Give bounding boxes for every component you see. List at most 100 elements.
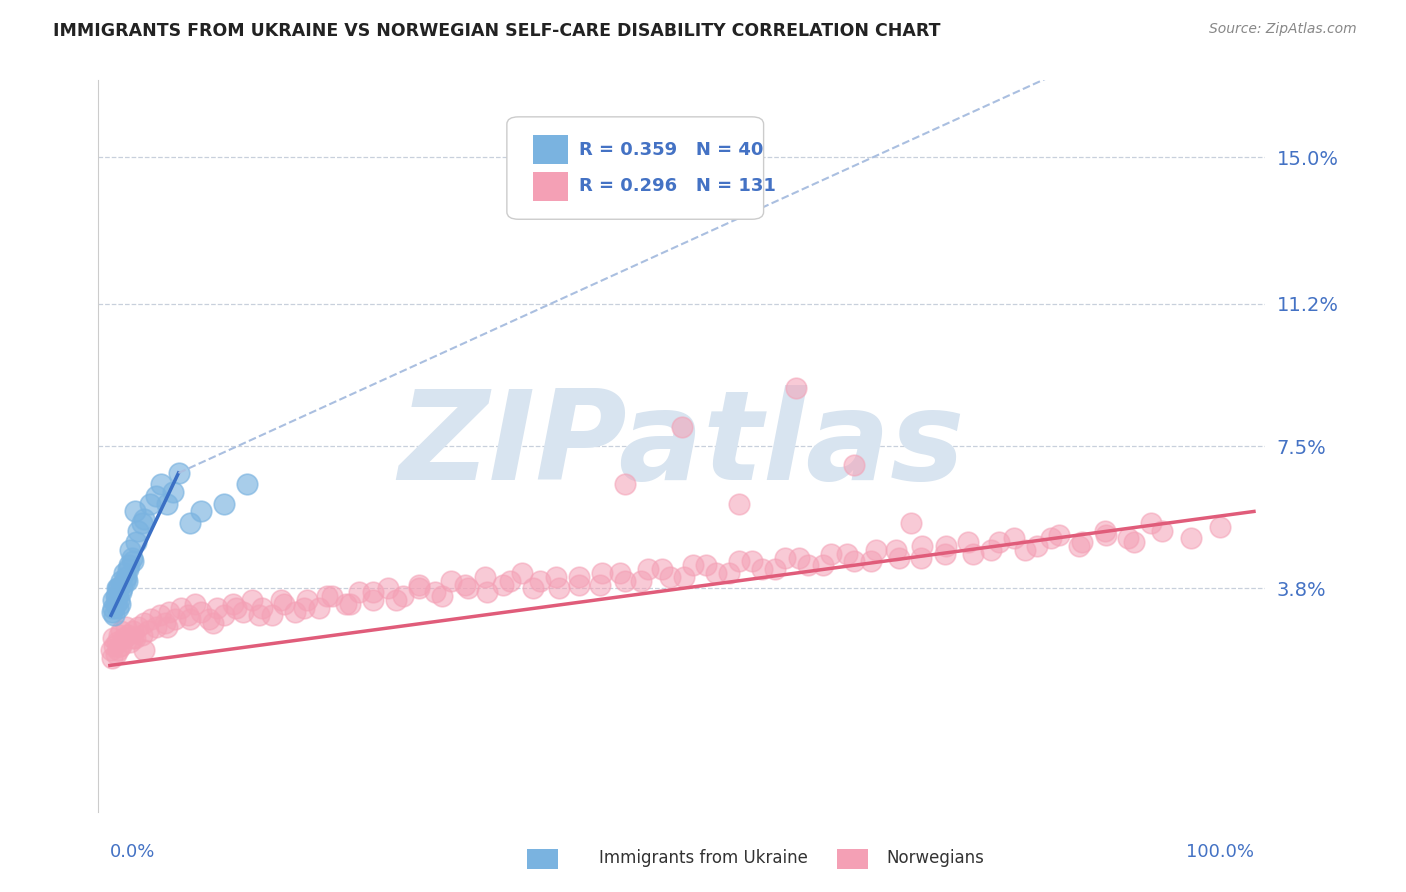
Point (162, 485, 184, 500)
Point (859, 554, 882, 568)
Point (785, 381, 807, 395)
Point (1180, 532, 1202, 546)
Point (934, 547, 956, 561)
Point (1152, 524, 1174, 538)
Point (149, 608, 172, 623)
Point (207, 600, 229, 615)
Point (262, 608, 284, 623)
Point (430, 589, 453, 603)
Point (1002, 532, 1025, 546)
Point (107, 582, 129, 596)
Point (214, 608, 236, 623)
Point (104, 597, 127, 611)
Point (457, 582, 479, 596)
Point (717, 566, 740, 580)
Point (935, 539, 957, 553)
Point (222, 597, 245, 611)
Point (134, 643, 156, 657)
Point (956, 535, 979, 549)
Point (105, 582, 128, 596)
Point (114, 574, 136, 588)
Point (453, 577, 475, 591)
Point (659, 570, 682, 584)
Point (117, 627, 139, 641)
Point (157, 605, 180, 619)
Point (361, 585, 384, 599)
Point (529, 574, 551, 588)
Point (295, 593, 318, 607)
Bar (533, 135, 568, 164)
Point (105, 635, 128, 649)
Point (179, 516, 201, 530)
Point (349, 585, 371, 599)
Point (477, 585, 499, 599)
Point (651, 562, 673, 576)
Point (270, 593, 292, 607)
Point (1140, 516, 1163, 530)
Point (112, 632, 135, 646)
Point (134, 616, 156, 631)
Point (108, 639, 131, 653)
Point (630, 574, 652, 588)
Point (962, 547, 984, 561)
Point (728, 497, 751, 511)
Point (121, 554, 143, 568)
Point (1094, 524, 1116, 538)
Point (609, 566, 631, 580)
Point (183, 597, 205, 611)
Point (613, 477, 636, 491)
Text: R = 0.296   N = 131: R = 0.296 N = 131 (579, 178, 776, 195)
Text: ZIPatlas: ZIPatlas (399, 385, 965, 507)
Point (741, 554, 763, 568)
Point (1071, 535, 1094, 549)
Point (190, 504, 212, 518)
Point (201, 616, 224, 631)
Point (474, 570, 496, 584)
Point (250, 600, 273, 615)
Point (361, 593, 384, 607)
Point (1067, 539, 1090, 553)
Text: Norwegians: Norwegians (886, 849, 984, 867)
Point (568, 577, 591, 591)
Point (115, 620, 138, 634)
Point (408, 577, 430, 591)
Point (865, 543, 887, 558)
Point (232, 605, 254, 619)
Point (115, 570, 138, 584)
Point (107, 600, 129, 615)
Point (139, 612, 162, 626)
Point (108, 593, 131, 607)
Point (112, 566, 135, 580)
Point (125, 535, 148, 549)
Point (292, 600, 315, 615)
Point (440, 574, 463, 588)
Point (423, 585, 446, 599)
Point (104, 589, 127, 603)
Point (156, 620, 179, 634)
Point (118, 558, 141, 573)
Point (190, 605, 212, 619)
Point (987, 535, 1010, 549)
Point (510, 566, 533, 580)
Point (121, 624, 143, 638)
Point (820, 547, 842, 561)
Point (591, 566, 613, 580)
Text: IMMIGRANTS FROM UKRAINE VS NORWEGIAN SELF-CARE DISABILITY CORRELATION CHART: IMMIGRANTS FROM UKRAINE VS NORWEGIAN SEL… (53, 22, 941, 40)
Point (120, 543, 142, 558)
Point (124, 632, 146, 646)
Point (763, 562, 786, 576)
Point (682, 558, 704, 573)
Point (108, 582, 131, 596)
Text: R = 0.359   N = 40: R = 0.359 N = 40 (579, 141, 763, 159)
Bar (533, 171, 568, 201)
Point (673, 570, 696, 584)
Point (321, 589, 343, 603)
Point (273, 597, 295, 611)
Point (167, 466, 190, 480)
Point (811, 558, 834, 573)
Point (728, 554, 751, 568)
Point (385, 593, 408, 607)
Point (103, 639, 125, 653)
Point (588, 577, 610, 591)
Point (751, 562, 773, 576)
